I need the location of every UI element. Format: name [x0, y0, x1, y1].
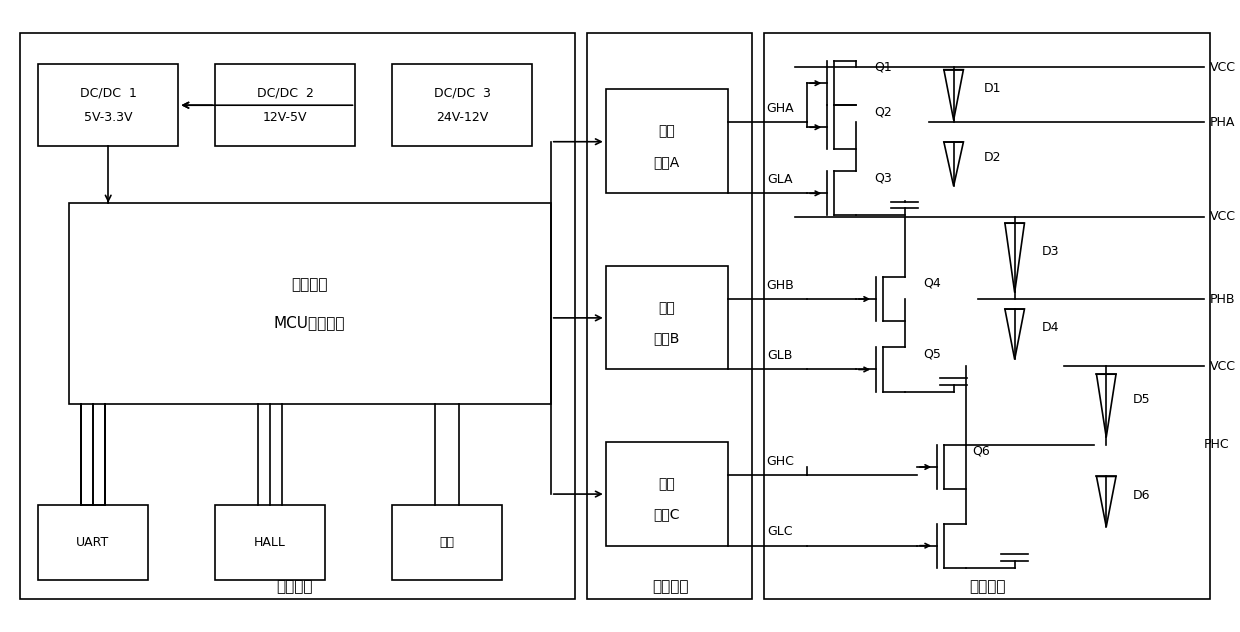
- FancyBboxPatch shape: [38, 505, 148, 580]
- Text: Q2: Q2: [874, 105, 892, 118]
- Text: 5V-3.3V: 5V-3.3V: [84, 111, 133, 125]
- Text: 12V-5V: 12V-5V: [263, 111, 308, 125]
- Text: D5: D5: [1133, 393, 1151, 406]
- Text: 芯片C: 芯片C: [653, 507, 680, 521]
- Text: GLC: GLC: [768, 525, 794, 538]
- Text: VCC: VCC: [1210, 61, 1236, 74]
- Text: D1: D1: [985, 82, 1002, 95]
- Text: GLA: GLA: [768, 173, 794, 186]
- Text: PHA: PHA: [1210, 116, 1235, 129]
- FancyBboxPatch shape: [605, 265, 728, 370]
- Text: 芯片A: 芯片A: [653, 155, 680, 169]
- Text: DC/DC  2: DC/DC 2: [257, 86, 314, 99]
- Text: 驱动: 驱动: [658, 301, 675, 315]
- FancyBboxPatch shape: [20, 33, 575, 599]
- Text: 微控制器: 微控制器: [291, 277, 327, 292]
- Text: DC/DC  3: DC/DC 3: [434, 86, 491, 99]
- Text: Q1: Q1: [874, 61, 892, 74]
- Text: 驱动: 驱动: [658, 477, 675, 491]
- FancyBboxPatch shape: [215, 64, 356, 146]
- Text: GHB: GHB: [766, 279, 794, 292]
- FancyBboxPatch shape: [588, 33, 753, 599]
- Text: D4: D4: [1042, 322, 1059, 334]
- Text: 遥控: 遥控: [439, 536, 455, 549]
- Text: GHC: GHC: [766, 455, 794, 468]
- FancyBboxPatch shape: [215, 505, 325, 580]
- Text: Q5: Q5: [923, 347, 941, 360]
- Text: D2: D2: [985, 151, 1002, 164]
- FancyBboxPatch shape: [392, 505, 502, 580]
- Text: Q6: Q6: [972, 445, 990, 458]
- Text: DC/DC  1: DC/DC 1: [79, 86, 136, 99]
- Text: 驱动电路: 驱动电路: [652, 579, 688, 594]
- Text: VCC: VCC: [1210, 210, 1236, 223]
- Text: 驱动: 驱动: [658, 125, 675, 138]
- Text: GLB: GLB: [768, 349, 792, 362]
- FancyBboxPatch shape: [68, 203, 551, 404]
- Text: VCC: VCC: [1210, 360, 1236, 373]
- Text: HALL: HALL: [254, 536, 286, 549]
- Text: PHB: PHB: [1210, 293, 1235, 305]
- Text: D6: D6: [1133, 489, 1151, 502]
- Text: 芯片B: 芯片B: [653, 331, 680, 345]
- Text: Q4: Q4: [923, 277, 941, 290]
- Text: PHC: PHC: [1204, 439, 1230, 451]
- FancyBboxPatch shape: [605, 442, 728, 545]
- Text: Q3: Q3: [874, 171, 892, 184]
- FancyBboxPatch shape: [605, 90, 728, 193]
- FancyBboxPatch shape: [764, 33, 1210, 599]
- FancyBboxPatch shape: [392, 64, 532, 146]
- Text: 控制电路: 控制电路: [277, 579, 312, 594]
- Text: UART: UART: [77, 536, 109, 549]
- Text: 24V-12V: 24V-12V: [436, 111, 489, 125]
- Text: 功率电路: 功率电路: [970, 579, 1006, 594]
- FancyBboxPatch shape: [38, 64, 179, 146]
- Text: MCU最小系统: MCU最小系统: [274, 315, 346, 330]
- Text: GHA: GHA: [766, 102, 794, 115]
- Text: D3: D3: [1042, 245, 1059, 258]
